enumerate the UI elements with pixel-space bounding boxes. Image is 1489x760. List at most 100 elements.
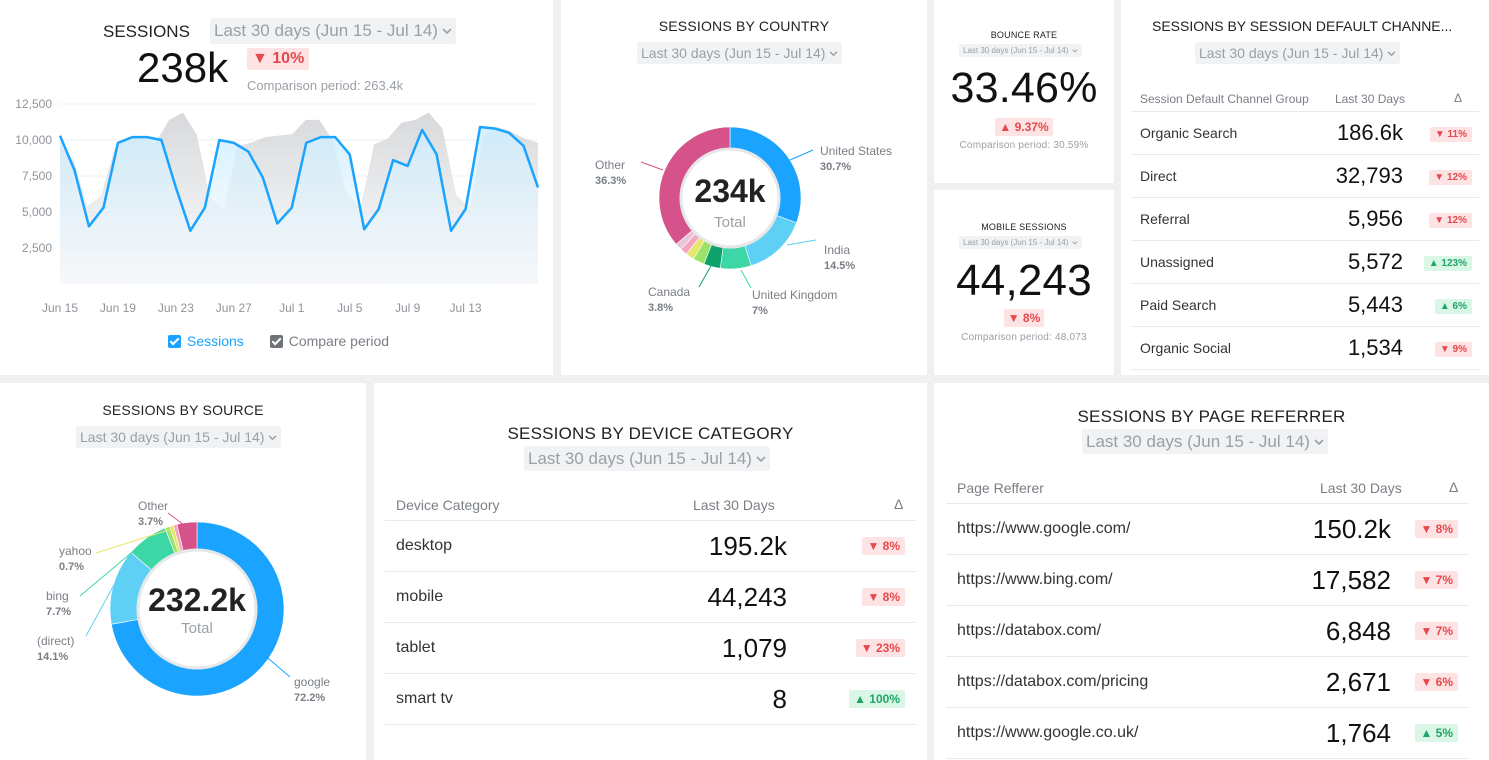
channel-period-label: Last 30 days (Jun 15 - Jul 14) xyxy=(1199,45,1384,61)
donut-hole xyxy=(679,147,781,249)
sessions-change-badge: ▼ 10% xyxy=(247,48,310,70)
device-col-delta[interactable]: Δ xyxy=(894,496,904,512)
table-row[interactable]: https://www.bing.com/17,582 ▼ 7% xyxy=(946,554,1469,606)
row-label: https://databox.com/pricing xyxy=(946,656,1221,708)
table-row[interactable]: https://www.google.co.uk/1,764 ▲ 5% xyxy=(946,707,1469,759)
device-col-name[interactable]: Device Category xyxy=(396,497,500,513)
source-period-dropdown[interactable]: Last 30 days (Jun 15 - Jul 14) xyxy=(76,426,282,448)
channel-col-name[interactable]: Session Default Channel Group xyxy=(1140,92,1309,106)
country-pct-us: 30.7% xyxy=(820,161,851,173)
change-badge: ▲ 123% xyxy=(1423,256,1472,271)
source-pct-direct: 14.1% xyxy=(37,651,68,663)
table-row[interactable]: desktop 195.2k ▼ 8% xyxy=(385,520,916,572)
table-row[interactable]: Referral 5,956 ▼ 12% xyxy=(1131,197,1479,241)
x-tick-label: Jul 1 xyxy=(279,301,305,315)
channel-col-value[interactable]: Last 30 Days xyxy=(1335,92,1406,106)
referrer-col-name[interactable]: Page Refferer xyxy=(957,480,1044,496)
table-row[interactable]: Organic Search 186.6k ▼ 11% xyxy=(1131,111,1479,155)
row-label: Organic Search xyxy=(1131,111,1263,155)
sessions-period-dropdown[interactable]: Last 30 days (Jun 15 - Jul 14) xyxy=(210,18,456,44)
table-row[interactable]: tablet 1,079 ▼ 23% xyxy=(385,622,916,674)
change-badge: ▼ 7% xyxy=(1415,571,1458,589)
row-delta-cell: ▲ 123% xyxy=(1403,240,1479,284)
mobile-period-label: Last 30 days (Jun 15 - Jul 14) xyxy=(963,238,1069,247)
source-pct-bing: 7.7% xyxy=(46,606,71,618)
leader-line xyxy=(167,512,185,526)
device-col-value[interactable]: Last 30 Days xyxy=(693,497,775,513)
device-period-dropdown[interactable]: Last 30 days (Jun 15 - Jul 14) xyxy=(524,446,770,471)
country-period-dropdown[interactable]: Last 30 days (Jun 15 - Jul 14) xyxy=(637,42,843,64)
row-label: https://www.bing.com/ xyxy=(946,554,1221,606)
sessions-comparison: Comparison period: 263.4k xyxy=(247,78,404,93)
chevron-down-icon xyxy=(1072,241,1078,245)
source-period-label: Last 30 days (Jun 15 - Jul 14) xyxy=(80,429,265,445)
table-row[interactable]: mobile 44,243 ▼ 8% xyxy=(385,571,916,623)
bounce-comparison: Comparison period: 30.59% xyxy=(959,140,1089,151)
table-row[interactable]: Direct 32,793 ▼ 12% xyxy=(1131,154,1479,198)
mobile-period-dropdown[interactable]: Last 30 days (Jun 15 - Jul 14) xyxy=(959,236,1083,249)
device-card: SESSIONS BY DEVICE CATEGORY Last 30 days… xyxy=(374,383,927,760)
bounce-period-dropdown[interactable]: Last 30 days (Jun 15 - Jul 14) xyxy=(959,44,1083,57)
row-label: smart tv xyxy=(385,673,567,725)
country-pct-india: 14.5% xyxy=(824,260,855,272)
x-tick-label: Jun 19 xyxy=(100,301,136,315)
x-tick-label: Jun 23 xyxy=(158,301,194,315)
referrer-period-dropdown[interactable]: Last 30 days (Jun 15 - Jul 14) xyxy=(1082,429,1328,454)
referrer-col-value[interactable]: Last 30 Days xyxy=(1320,480,1402,496)
table-row[interactable]: Unassigned 5,572 ▲ 123% xyxy=(1131,240,1479,284)
checkbox-icon xyxy=(269,335,283,348)
table-row[interactable]: Organic Social 1,534 ▼ 9% xyxy=(1131,326,1479,370)
source-pct-yahoo: 0.7% xyxy=(59,561,84,573)
legend-compare-period[interactable]: Compare period xyxy=(269,333,389,349)
channel-period-dropdown[interactable]: Last 30 days (Jun 15 - Jul 14) xyxy=(1195,42,1401,64)
x-tick-label: Jun 15 xyxy=(42,301,78,315)
bounce-title: BOUNCE RATE xyxy=(990,30,1058,40)
row-label: https://databox.com/ xyxy=(946,605,1221,657)
table-row[interactable]: https://databox.com/pricing 2,671 ▼ 6% xyxy=(946,656,1469,708)
x-tick-label: Jul 13 xyxy=(450,301,482,315)
row-value: 1,534 xyxy=(1263,326,1403,370)
change-badge: ▼ 9% xyxy=(1434,342,1472,357)
donut-total-value: 232.2k xyxy=(148,582,246,618)
device-table: desktop 195.2k ▼ 8% mobile 44,243 ▼ 8% tablet 1… xyxy=(385,520,916,725)
table-row[interactable]: smart tv 8 ▲ 100% xyxy=(385,673,916,725)
leader-line xyxy=(786,239,817,246)
row-value: 195.2k xyxy=(567,520,787,572)
chevron-down-icon xyxy=(1314,439,1324,446)
x-tick-label: Jul 9 xyxy=(395,301,421,315)
donut-total-label: Total xyxy=(714,214,746,231)
change-badge: ▼ 8% xyxy=(862,537,905,555)
row-delta-cell: ▼ 7% xyxy=(1391,554,1469,606)
referrer-title: SESSIONS BY PAGE REFERRER xyxy=(1077,407,1346,426)
table-row[interactable]: https://databox.com/6,848 ▼ 7% xyxy=(946,605,1469,657)
row-label: Paid Search xyxy=(1131,283,1263,327)
row-label: https://www.google.co.uk/ xyxy=(946,707,1221,759)
donut-total-value: 234k xyxy=(694,173,765,209)
row-delta-cell: ▼ 23% xyxy=(787,622,916,674)
source-label-other: Other xyxy=(138,499,168,513)
country-card: SESSIONS BY COUNTRY Last 30 days (Jun 15… xyxy=(561,0,927,375)
donut-total-label: Total xyxy=(181,620,213,637)
device-title: SESSIONS BY DEVICE CATEGORY xyxy=(507,424,794,443)
table-row[interactable]: https://www.google.com/150.2k ▼ 8% xyxy=(946,503,1469,555)
referrer-table: https://www.google.com/150.2k ▼ 8% https:/… xyxy=(946,503,1469,759)
change-badge: ▲ 6% xyxy=(1434,299,1472,314)
source-label-bing: bing xyxy=(46,589,69,603)
country-label-india: India xyxy=(824,243,850,257)
channel-col-delta[interactable]: Δ xyxy=(1454,91,1463,105)
sessions-period-label: Last 30 days (Jun 15 - Jul 14) xyxy=(214,21,438,40)
row-value: 186.6k xyxy=(1263,111,1403,155)
mobile-sessions-card: MOBILE SESSIONS Last 30 days (Jun 15 - J… xyxy=(934,190,1114,375)
sessions-title: SESSIONS xyxy=(103,22,190,41)
row-value: 150.2k xyxy=(1221,503,1391,555)
leader-line xyxy=(740,269,752,289)
referrer-col-delta[interactable]: Δ xyxy=(1449,479,1459,495)
bounce-change-badge: ▲ 9.37% xyxy=(995,118,1053,136)
change-badge: ▲ 100% xyxy=(849,690,905,708)
channel-table: Organic Search 186.6k ▼ 11% Direct 32,793 ▼ 1… xyxy=(1131,111,1479,370)
table-row[interactable]: Paid Search 5,443 ▲ 6% xyxy=(1131,283,1479,327)
row-delta-cell: ▲ 5% xyxy=(1391,707,1469,759)
legend-sessions[interactable]: Sessions xyxy=(168,333,244,349)
country-label-other: Other xyxy=(595,158,625,172)
bounce-period-label: Last 30 days (Jun 15 - Jul 14) xyxy=(963,46,1069,55)
